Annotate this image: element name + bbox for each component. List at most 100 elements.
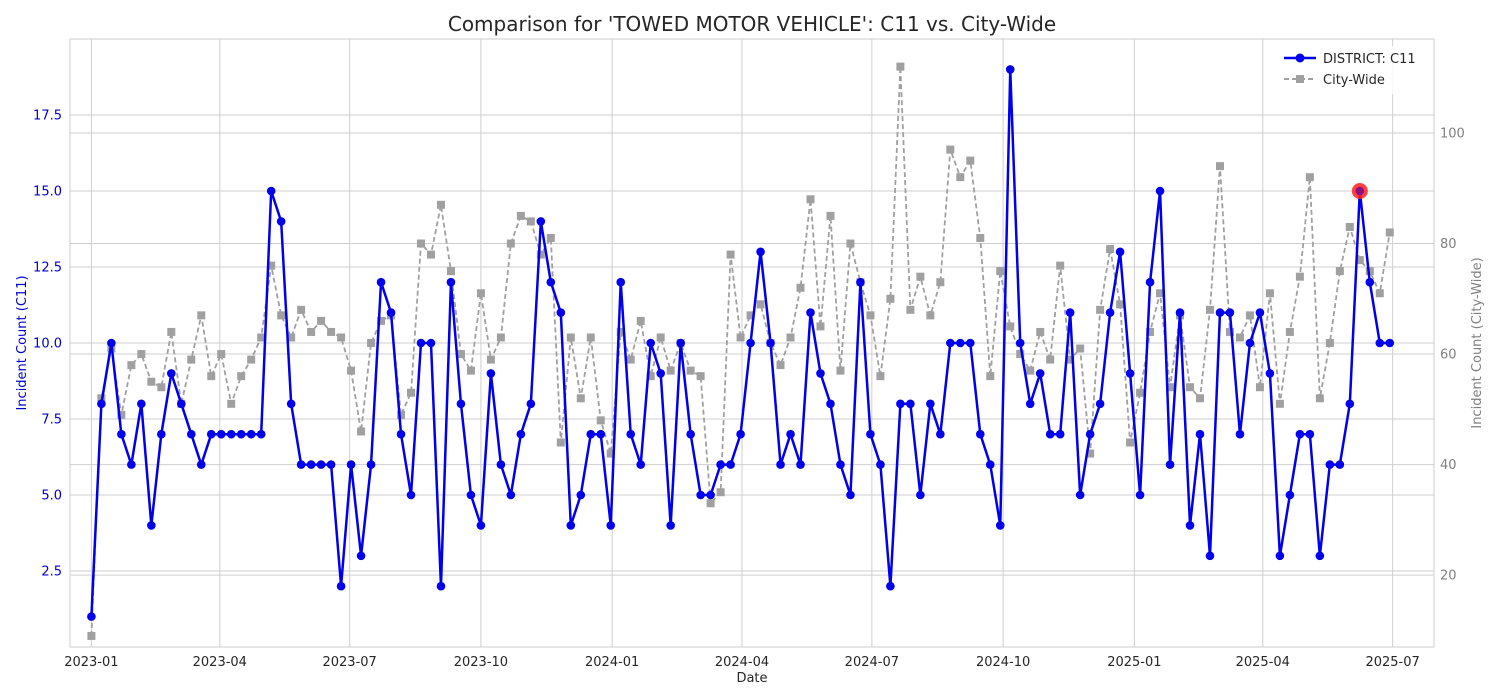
district-point (586, 429, 596, 439)
citywide-point (836, 366, 845, 375)
district-point (536, 217, 546, 226)
citywide-point (357, 427, 366, 436)
citywide-point (1275, 399, 1284, 408)
citywide-point (986, 372, 995, 381)
district-point (1095, 399, 1105, 409)
x-tick-label: 2024-07 (845, 655, 899, 670)
citywide-point (756, 300, 765, 309)
citywide-point (1345, 222, 1354, 231)
district-point (1245, 338, 1255, 348)
citywide-point (287, 333, 296, 342)
citywide-point (706, 499, 715, 508)
district-point (1135, 490, 1145, 500)
district-point (406, 490, 416, 500)
district-point (356, 551, 366, 561)
citywide-point (1186, 383, 1195, 392)
district-point (1005, 65, 1015, 74)
district-point (806, 308, 815, 317)
district-point (696, 490, 705, 500)
left-y-tick-label: 2.5 (41, 565, 62, 580)
citywide-point (1385, 228, 1394, 237)
district-point (896, 399, 905, 409)
citywide-point (686, 366, 695, 375)
citywide-point (1136, 388, 1145, 397)
citywide-point (207, 372, 216, 381)
right-y-tick-label: 60 (1440, 348, 1457, 363)
citywide-point (616, 327, 625, 336)
citywide-point (1355, 256, 1364, 265)
citywide-point (277, 311, 286, 320)
district-point (1035, 369, 1045, 378)
citywide-point (436, 200, 445, 209)
district-point (416, 338, 426, 348)
left-y-tick-label: 17.5 (33, 109, 62, 124)
citywide-point (1305, 173, 1314, 182)
right-axis-gridlines (70, 132, 1434, 576)
citywide-point (786, 333, 795, 342)
right-y-tick-label: 20 (1440, 569, 1457, 584)
citywide-point (636, 316, 645, 325)
district-point (776, 460, 785, 469)
citywide-point (956, 173, 965, 182)
citywide-point (886, 294, 895, 303)
district-point (506, 490, 516, 500)
citywide-point (506, 239, 515, 248)
citywide-point (237, 372, 246, 381)
district-point (456, 399, 466, 409)
district-point (985, 460, 995, 469)
citywide-point (1066, 355, 1075, 364)
x-tick-label: 2023-04 (193, 655, 247, 670)
district-point (246, 429, 256, 439)
right-y-tick-label: 80 (1440, 237, 1457, 252)
district-point (206, 429, 216, 439)
citywide-point (297, 305, 306, 314)
district-point (636, 460, 646, 469)
district-point (1265, 369, 1275, 378)
district-point (956, 338, 965, 348)
chart-title: Comparison for 'TOWED MOTOR VEHICLE': C1… (448, 12, 1056, 36)
citywide-point (1375, 289, 1384, 298)
citywide-point (606, 449, 615, 458)
district-point (1145, 277, 1155, 287)
district-point (1285, 490, 1295, 500)
district-point (616, 277, 626, 287)
citywide-point (906, 305, 915, 314)
citywide-point (317, 316, 326, 325)
citywide-point (916, 272, 925, 281)
citywide-point (367, 339, 376, 347)
district-point (186, 429, 196, 439)
district-point (226, 429, 236, 439)
right-y-axis-ticks: 20 40 60 80 100 (1440, 126, 1465, 583)
legend: DISTRICT: C11 City-Wide (1274, 46, 1430, 94)
district-point (1195, 429, 1205, 439)
citywide-point (426, 250, 435, 259)
district-point (366, 460, 376, 469)
citywide-point (576, 394, 585, 403)
citywide-point (1295, 272, 1304, 281)
district-point (726, 460, 735, 469)
district-point (686, 429, 695, 439)
citywide-point (1166, 383, 1175, 392)
district-point (486, 369, 496, 378)
district-point (266, 186, 276, 196)
district-point (1295, 429, 1305, 439)
district-point (326, 460, 336, 469)
citywide-point (1086, 449, 1095, 458)
citywide-point (217, 350, 226, 359)
x-tick-label: 2023-10 (454, 655, 508, 670)
citywide-point (896, 62, 905, 71)
citywide-point (1245, 311, 1254, 320)
district-point (276, 217, 286, 226)
district-point (866, 429, 875, 439)
citywide-point (87, 631, 96, 640)
district-point (756, 247, 765, 257)
district-point (1085, 429, 1095, 439)
district-point (1205, 551, 1215, 561)
district-point (1305, 429, 1315, 439)
x-tick-label: 2024-10 (976, 655, 1030, 670)
citywide-point (476, 289, 485, 298)
district-point (556, 308, 566, 317)
district-point (1175, 308, 1185, 317)
